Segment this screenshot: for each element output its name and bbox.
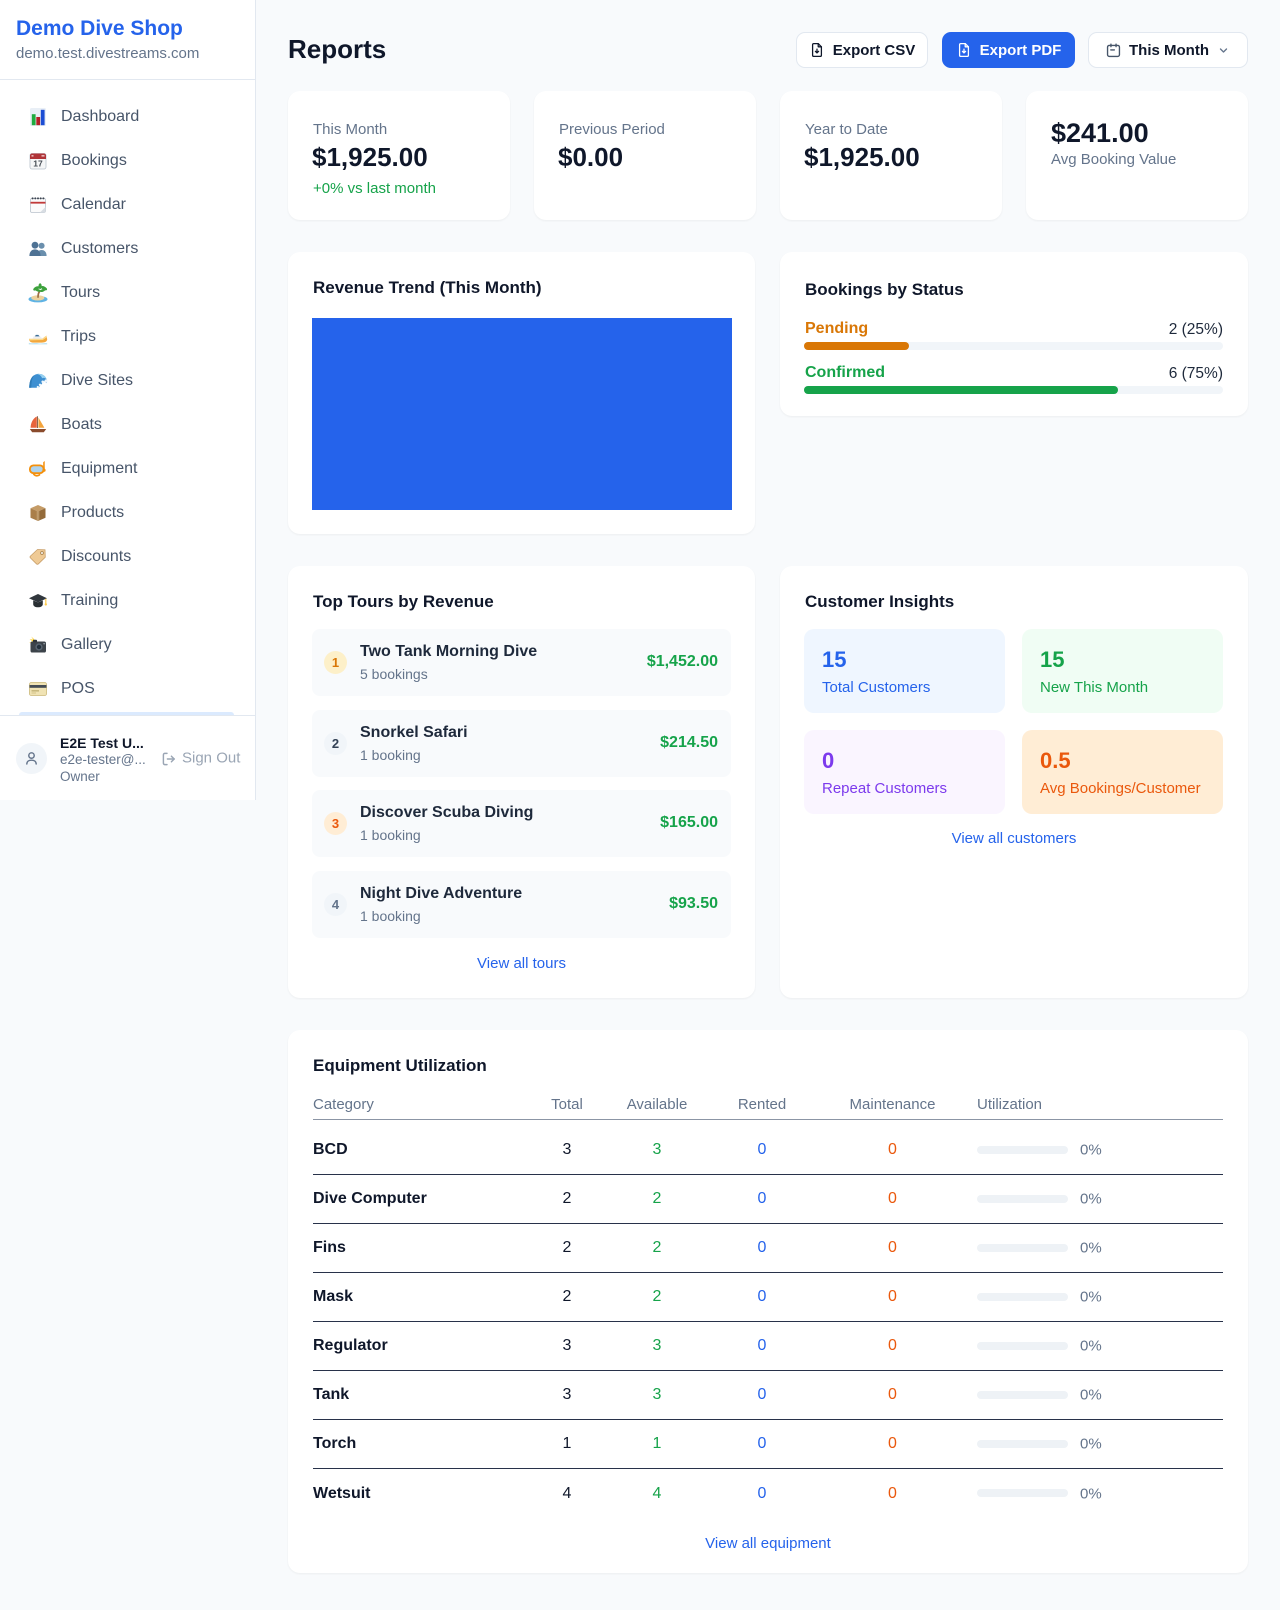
svg-text:17: 17 (33, 159, 43, 169)
